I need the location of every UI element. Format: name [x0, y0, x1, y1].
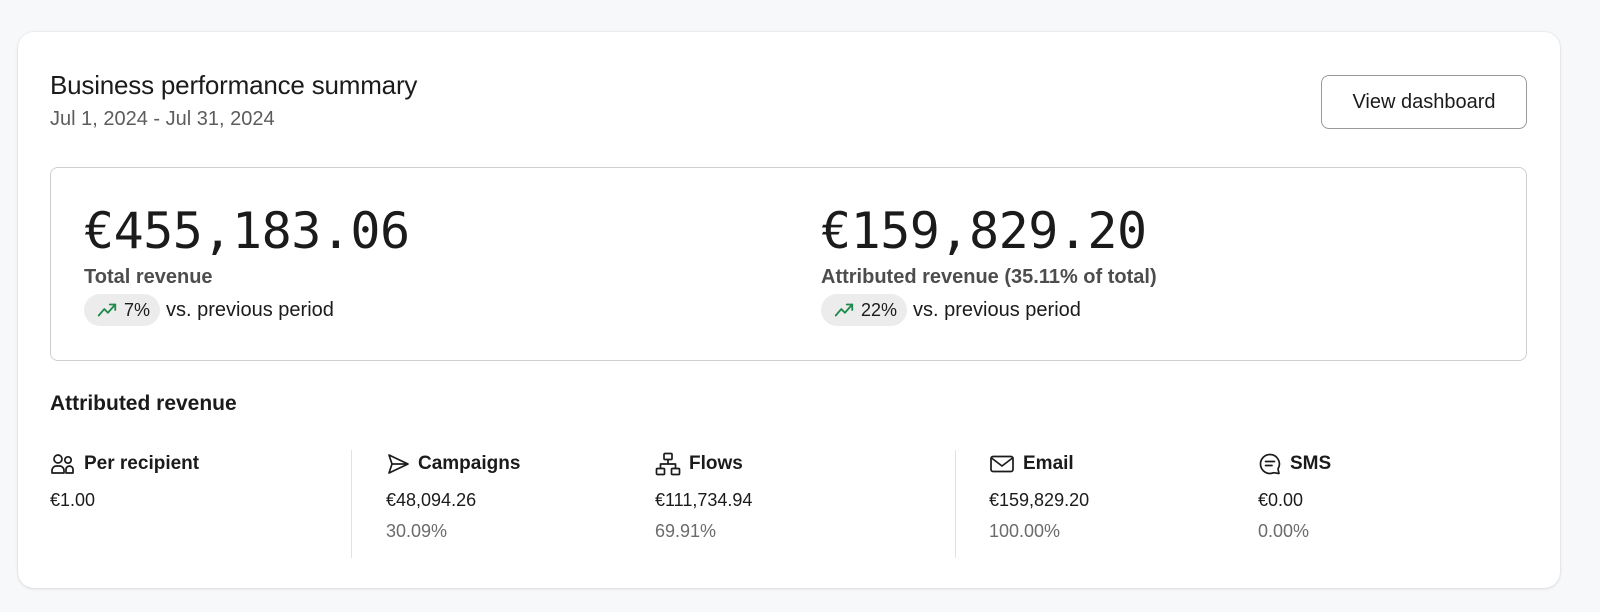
change-badge: 7% [84, 294, 161, 326]
column-divider [351, 450, 352, 558]
attributed-revenue-label: Attributed revenue (35.11% of total) [821, 266, 1157, 288]
per-recipient-column: Per recipient €1.00 [50, 452, 199, 511]
per-recipient-value: €1.00 [50, 490, 96, 510]
email-column: Email €159,829.20 100.00% [989, 452, 1089, 542]
column-divider [955, 450, 956, 558]
trend-up-icon [96, 299, 118, 321]
attributed-revenue-heading: Attributed revenue [50, 392, 237, 415]
attributed-revenue-change: 22% vs. previous period [821, 294, 1081, 326]
flows-value: €111,734.94 [655, 490, 753, 510]
date-range: Jul 1, 2024 - Jul 31, 2024 [50, 108, 275, 130]
campaigns-label: Campaigns [418, 453, 521, 474]
sms-percent: 0.00% [1258, 521, 1310, 541]
sms-value: €0.00 [1258, 490, 1304, 510]
sms-label: SMS [1290, 453, 1332, 474]
trend-up-icon [833, 299, 855, 321]
email-label: Email [1023, 453, 1074, 474]
email-value: €159,829.20 [989, 490, 1090, 510]
view-dashboard-button[interactable]: View dashboard [1321, 75, 1527, 129]
people-icon [50, 452, 76, 476]
email-percent: 100.00% [989, 521, 1061, 541]
campaigns-value: €48,094.26 [386, 490, 477, 510]
campaigns-column: Campaigns €48,094.26 30.09% [386, 452, 520, 542]
attributed-revenue-value: €159,829.20 [821, 202, 1147, 260]
change-suffix: vs. previous period [166, 298, 334, 321]
business-performance-card: Business performance summary Jul 1, 2024… [18, 32, 1560, 588]
per-recipient-label: Per recipient [84, 453, 200, 474]
sms-column: SMS €0.00 0.00% [1258, 452, 1331, 542]
change-suffix: vs. previous period [913, 298, 1081, 321]
envelope-icon [989, 452, 1015, 476]
revenue-summary-box: €455,183.06 Total revenue 7% vs. previou… [50, 167, 1527, 361]
total-revenue-value: €455,183.06 [84, 202, 410, 260]
change-percent: 7% [124, 299, 151, 320]
flows-label: Flows [689, 453, 743, 474]
flows-column: Flows €111,734.94 69.91% [655, 452, 752, 542]
card-title: Business performance summary [50, 70, 418, 100]
flows-percent: 69.91% [655, 521, 717, 541]
chat-icon [1258, 452, 1282, 476]
change-percent: 22% [861, 299, 898, 320]
total-revenue-change: 7% vs. previous period [84, 294, 334, 326]
send-icon [386, 452, 410, 476]
campaigns-percent: 30.09% [386, 521, 448, 541]
change-badge: 22% [821, 294, 908, 326]
total-revenue-label: Total revenue [84, 266, 213, 288]
flow-icon [655, 452, 681, 476]
